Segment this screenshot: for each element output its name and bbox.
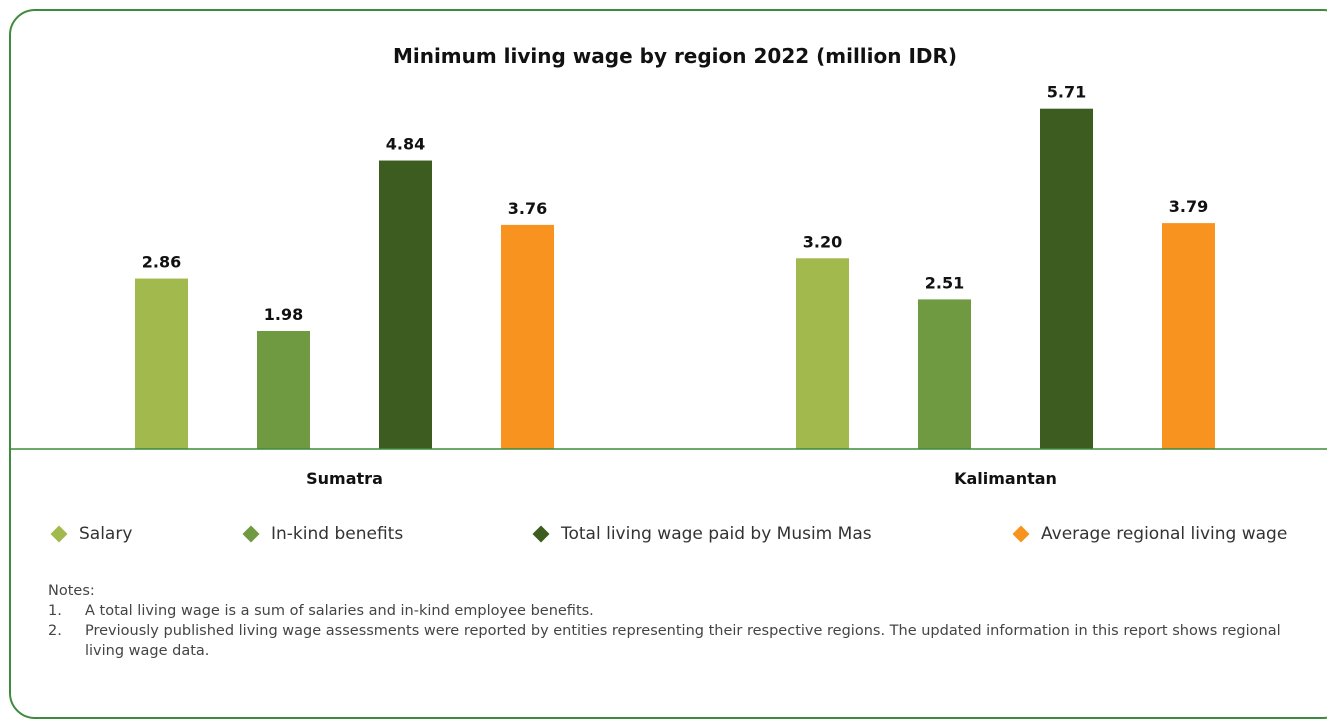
legend-swatch-average-regional-living-wage — [1012, 525, 1030, 543]
legend-item-total-living-wage: Total living wage paid by Musim Mas — [532, 524, 872, 544]
data-label-kalimantan-total-living-wage-paid-by-musim-mas: 5.71 — [1047, 83, 1086, 102]
bar-kalimantan-average-regional-living-wage — [1162, 223, 1215, 449]
bar-kalimantan-salary — [796, 258, 849, 449]
note-item: 1. A total living wage is a sum of salar… — [48, 601, 1318, 621]
legend-label-average-regional-living-wage: Average regional living wage — [1041, 524, 1288, 544]
category-label-sumatra: Sumatra — [306, 469, 383, 488]
data-label-sumatra-salary: 2.86 — [142, 253, 181, 272]
note-text: A total living wage is a sum of salaries… — [85, 603, 594, 619]
legend-label-salary: Salary — [79, 524, 133, 544]
bar-kalimantan-total-living-wage-paid-by-musim-mas — [1040, 108, 1093, 450]
data-label-sumatra-total-living-wage-paid-by-musim-mas: 4.84 — [386, 135, 425, 154]
legend-item-average-regional-living-wage: Average regional living wage — [1012, 524, 1287, 544]
bar-chart: 2.86 1.98 4.84 3.76 Sumatra 3.20 2.51 5.71 3.79 K… — [11, 83, 1327, 488]
legend-swatch-salary — [50, 525, 68, 543]
category-label-kalimantan: Kalimantan — [954, 469, 1057, 488]
bar-sumatra-in-kind-benefits — [257, 330, 310, 449]
legend-label-total-living-wage: Total living wage paid by Musim Mas — [561, 524, 872, 544]
notes-heading: Notes: — [48, 583, 95, 599]
chart-legend: Salary In-kind benefits Total living wag… — [50, 524, 1310, 548]
note-number: 2. — [48, 623, 62, 639]
bar-sumatra-average-regional-living-wage — [501, 224, 554, 449]
chart-title: Minimum living wage by region 2022 (mill… — [392, 44, 958, 68]
note-number: 1. — [48, 603, 62, 619]
bar-sumatra-salary — [135, 278, 188, 449]
notes-section: Notes: 1. A total living wage is a sum o… — [48, 581, 1318, 661]
data-label-kalimantan-in-kind-benefits: 2.51 — [925, 273, 964, 292]
data-label-kalimantan-salary: 3.20 — [803, 232, 842, 251]
note-item: 2. Previously published living wage asse… — [48, 621, 1318, 661]
data-label-sumatra-in-kind-benefits: 1.98 — [264, 305, 303, 324]
bar-kalimantan-in-kind-benefits — [918, 299, 971, 449]
legend-label-in-kind-benefits: In-kind benefits — [271, 524, 404, 544]
legend-swatch-in-kind-benefits — [242, 525, 260, 543]
bar-sumatra-total-living-wage-paid-by-musim-mas — [379, 160, 432, 449]
legend-swatch-total-living-wage — [532, 525, 550, 543]
legend-item-salary: Salary — [50, 524, 132, 544]
data-label-kalimantan-average-regional-living-wage: 3.79 — [1169, 197, 1208, 216]
note-text: Previously published living wage assessm… — [85, 623, 1281, 659]
legend-item-in-kind-benefits: In-kind benefits — [242, 524, 403, 544]
data-label-sumatra-average-regional-living-wage: 3.76 — [508, 199, 547, 218]
